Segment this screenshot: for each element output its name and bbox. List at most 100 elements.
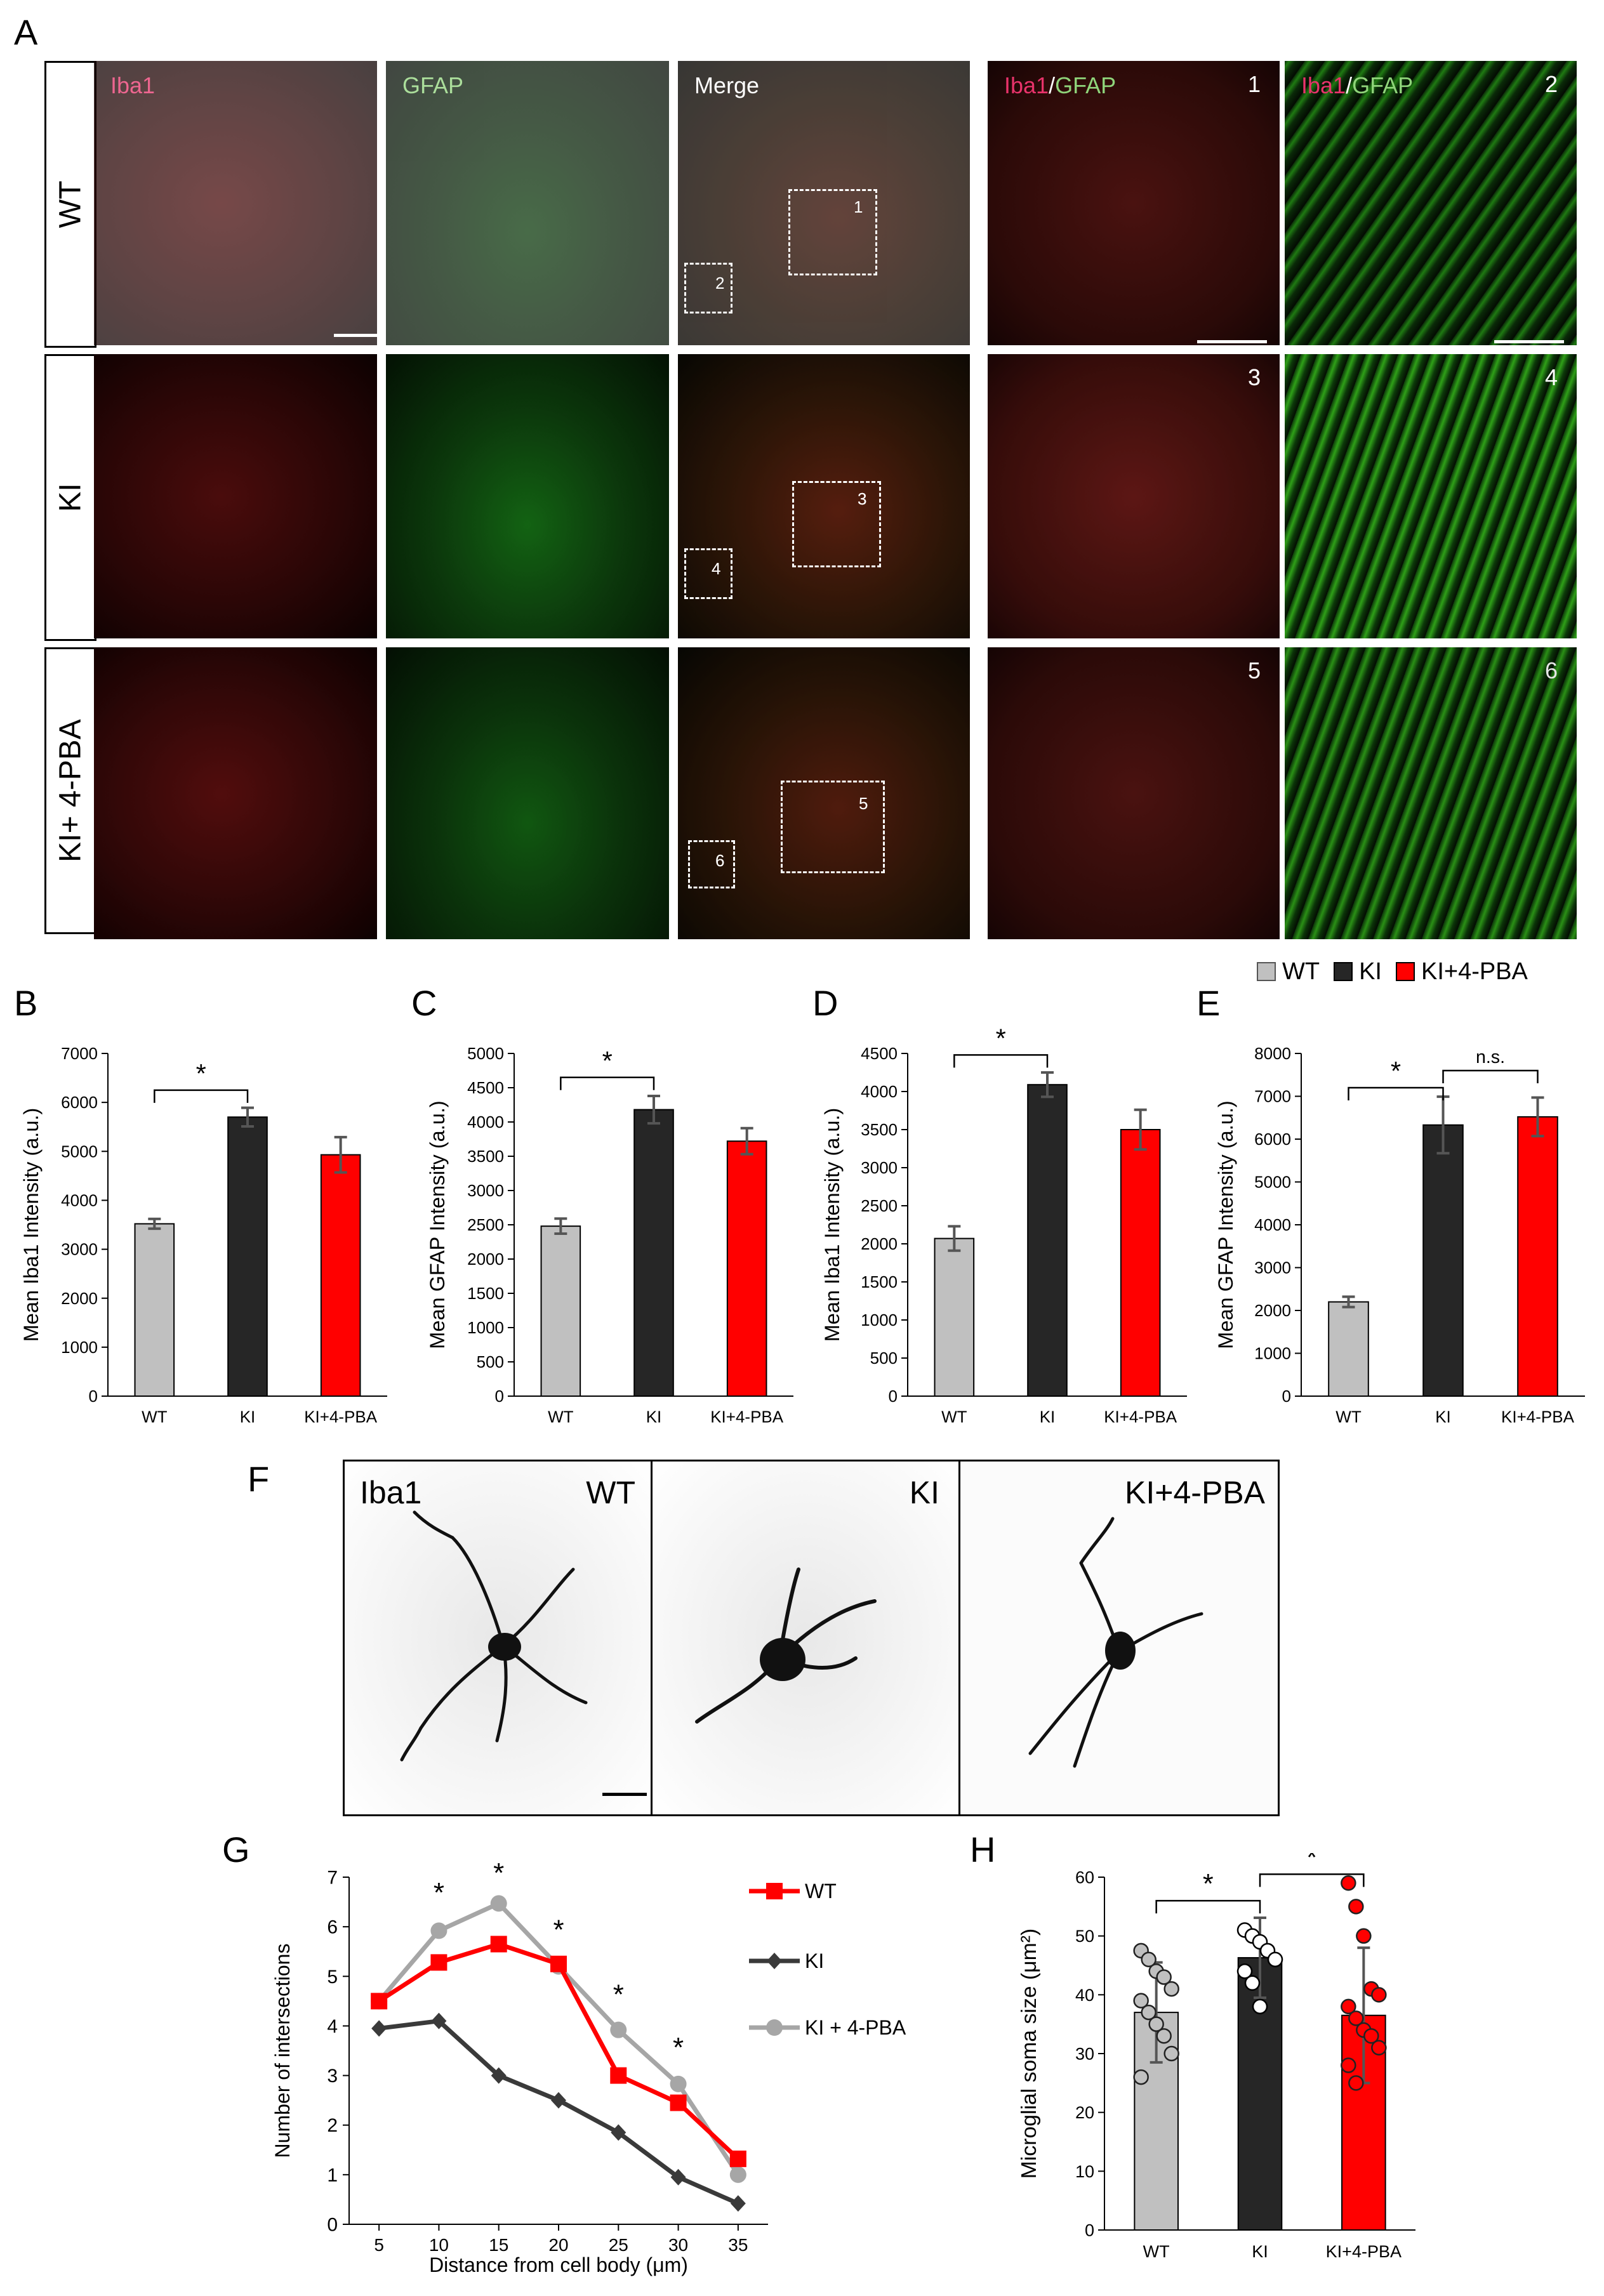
x-tick-label: WT xyxy=(941,1408,967,1427)
significance-label: * xyxy=(1306,1853,1317,1873)
significance-bracket xyxy=(1348,1086,1444,1100)
inset-box-1: 1 xyxy=(788,189,877,275)
y-tick-label: 5000 xyxy=(61,1142,98,1161)
data-point xyxy=(670,2075,687,2092)
y-tick-label: 3000 xyxy=(61,1240,98,1259)
y-tick-label: 1000 xyxy=(61,1338,98,1357)
bar xyxy=(1422,1124,1464,1397)
chart-d: 0 500 1000 1500 2000 2500 3000 3500 4000 4500 WT KI… xyxy=(821,1023,1187,1427)
micrograph-ki-iba1 xyxy=(94,354,377,638)
data-point xyxy=(1363,2028,1379,2044)
y-tick-label: 2500 xyxy=(467,1215,504,1234)
significance-label: * xyxy=(996,1023,1006,1053)
significance-bracket xyxy=(1259,1873,1365,1887)
data-point xyxy=(611,2124,626,2141)
y-tick-label: 2000 xyxy=(861,1234,898,1253)
y-tick-label: 7000 xyxy=(61,1044,98,1063)
y-tick-label: 0 xyxy=(889,1387,898,1406)
x-tick-label: KI+4-PBA xyxy=(710,1408,784,1427)
legend-label: KI + 4-PBA xyxy=(805,2016,906,2039)
label-wt: WT xyxy=(586,1475,635,1510)
y-tick-label: 500 xyxy=(870,1349,898,1368)
micrograph-wt-merge: Merge 1 2 xyxy=(678,61,970,345)
label-ki-pba: KI+4-PBA xyxy=(1125,1475,1265,1510)
y-tick-label: 30 xyxy=(1075,2044,1094,2063)
y-axis-label: Mean Iba1 Intensity (a.u.) xyxy=(821,1108,844,1342)
y-tick-label: 4500 xyxy=(467,1078,504,1097)
micrograph-pba-merge: 5 6 xyxy=(678,647,970,939)
micrograph-wt-iba1: Iba1 xyxy=(94,61,377,345)
x-tick-label: KI+4-PBA xyxy=(304,1408,378,1427)
label-gfap: GFAP xyxy=(402,72,464,98)
x-tick-label: WT xyxy=(142,1408,168,1427)
x-tick-label: WT xyxy=(1336,1408,1362,1427)
data-point xyxy=(1371,1987,1387,2003)
label-ki: KI xyxy=(909,1475,939,1510)
y-tick-label: 1500 xyxy=(467,1284,504,1303)
micrograph-zoom-6: 6 xyxy=(1285,647,1577,939)
x-tick-label: WT xyxy=(548,1408,574,1427)
y-tick-label: 3000 xyxy=(861,1158,898,1177)
y-tick-label: 0 xyxy=(1085,2220,1094,2240)
bar xyxy=(134,1223,175,1397)
y-tick-label: 7000 xyxy=(1254,1087,1291,1106)
x-tick-label: 5 xyxy=(374,2235,384,2255)
y-tick-label: 5 xyxy=(327,1967,338,1988)
panel-letter-c: C xyxy=(411,983,437,1023)
data-point xyxy=(1356,1928,1372,1944)
legend-label-ki-pba: KI+4-PBA xyxy=(1421,958,1528,985)
y-tick-label: 50 xyxy=(1075,1927,1094,1946)
data-point xyxy=(730,2195,746,2212)
bar xyxy=(1134,2012,1179,2231)
x-tick-label: KI+4-PBA xyxy=(1104,1408,1177,1427)
legend-label-wt: WT xyxy=(1282,958,1320,985)
label-iba1: Iba1 xyxy=(360,1475,422,1510)
data-point xyxy=(1156,2028,1172,2044)
legend-swatch-ki-pba xyxy=(1395,962,1415,981)
x-tick-label: 35 xyxy=(728,2235,748,2255)
data-point xyxy=(610,2067,627,2084)
x-tick-label: KI+4-PBA xyxy=(1326,2242,1402,2261)
significance-label: n.s. xyxy=(1476,1047,1505,1067)
inset-box-3: 3 xyxy=(792,481,881,567)
x-tick-label: 30 xyxy=(668,2235,688,2255)
y-axis-label: Microglial soma size (μm²) xyxy=(1017,1929,1041,2179)
y-tick-label: 2500 xyxy=(861,1196,898,1215)
y-tick-label: 1000 xyxy=(467,1318,504,1337)
legend-marker xyxy=(766,2019,783,2036)
data-point xyxy=(1371,2040,1387,2055)
y-tick-label: 0 xyxy=(89,1387,98,1406)
bar xyxy=(934,1237,975,1397)
y-tick-label: 10 xyxy=(1075,2162,1094,2181)
micrograph-zoom-5: 5 xyxy=(988,647,1280,939)
y-axis-label: Mean GFAP Intensity (a.u.) xyxy=(426,1100,449,1349)
x-tick-label: 10 xyxy=(429,2235,449,2255)
data-point xyxy=(490,1936,507,1953)
significance-label: * xyxy=(196,1059,206,1088)
y-tick-label: 3 xyxy=(327,2066,338,2087)
y-tick-label: 4500 xyxy=(861,1044,898,1063)
y-tick-label: 0 xyxy=(327,2215,338,2236)
micrograph-ki-merge: 3 4 xyxy=(678,354,970,638)
y-axis-label: Number of intersections xyxy=(271,1944,294,2158)
y-tick-label: 1 xyxy=(327,2165,338,2186)
microglia-drawing xyxy=(400,1510,588,1762)
data-point xyxy=(1163,2045,1179,2062)
micrograph-pba-gfap xyxy=(386,647,669,939)
data-point xyxy=(371,1993,388,2010)
legend-marker xyxy=(767,1953,782,1969)
data-point xyxy=(371,2020,387,2037)
y-tick-label: 2000 xyxy=(61,1289,98,1308)
legend-label: WT xyxy=(805,1880,837,1903)
panel-letter-f: F xyxy=(248,1459,270,1499)
y-axis-label: Mean Iba1 Intensity (a.u.) xyxy=(20,1108,43,1342)
panel-letter-a: A xyxy=(14,12,38,52)
microglia-drawing xyxy=(1028,1517,1203,1768)
y-axis-label: Mean GFAP Intensity (a.u.) xyxy=(1214,1100,1237,1349)
micrograph-ki-gfap xyxy=(386,354,669,638)
y-tick-label: 1000 xyxy=(861,1310,898,1329)
label-merge: Merge xyxy=(694,72,760,98)
y-tick-label: 1000 xyxy=(1254,1344,1291,1363)
microglia-drawing xyxy=(695,1567,877,1724)
inset-box-2: 2 xyxy=(684,263,732,313)
